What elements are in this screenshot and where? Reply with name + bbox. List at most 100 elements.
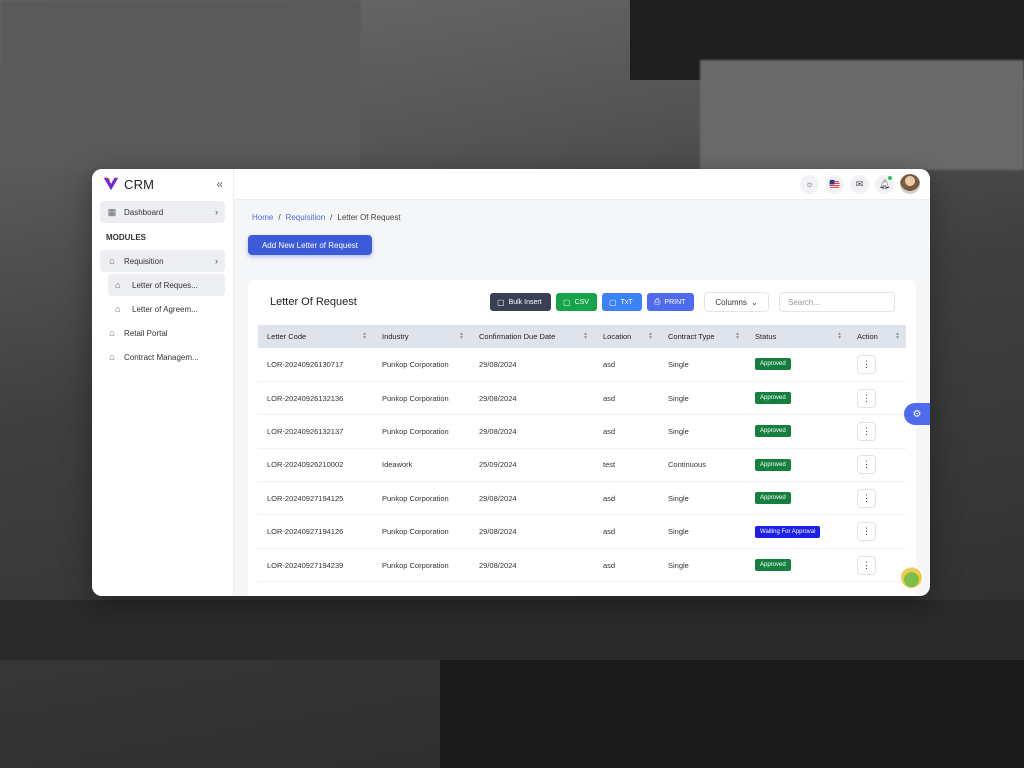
cell-action: ⋮ [848,514,906,549]
chevron-down-icon: ⌄ [750,297,758,307]
settings-fab[interactable]: ⚙ [904,403,930,425]
column-header[interactable]: Industry ▴ ▾ [382,331,463,341]
cell-letter-code: LOR-20240926210002 [258,448,373,483]
status-badge: Approved [755,358,791,371]
top-bar: ☼ ✉ 🔔︎ [234,169,930,200]
more-vertical-icon: ⋮ [862,526,871,537]
breadcrumb-separator: / [330,213,333,222]
add-letter-of-request-button[interactable]: Add New Letter of Request [248,235,372,255]
csv-button[interactable]: ▢ CSV [556,293,597,311]
cell-letter-code: LOR-20240927194125 [258,481,373,516]
cell-status: Approved [746,348,848,382]
cell-status: Waiting For Approval [746,514,848,549]
column-header[interactable]: Action ▴ ▾ [857,331,899,341]
cell-action: ⋮ [848,381,906,416]
us-flag-icon [829,178,840,190]
chat-launcher-avatar[interactable] [899,565,924,590]
table-header-row: Letter Code ▴ ▾ Industry ▴ ▾ Confirmation Du… [258,325,906,348]
columns-dropdown[interactable]: Columns ⌄ [704,292,769,312]
txt-button[interactable]: ▢ TxT [602,293,642,311]
cell-action: ⋮ [848,414,906,449]
search-input[interactable] [779,292,895,312]
breadcrumb-home[interactable]: Home [252,213,274,222]
cell-location: asd [594,514,659,549]
file-icon: ▢ [563,297,571,307]
cell-contract-type: Single [659,348,746,382]
columns-label: Columns [715,297,747,307]
row-actions-button[interactable]: ⋮ [857,455,876,475]
row-actions-button[interactable]: ⋮ [857,522,876,542]
messages-button[interactable]: ✉ [850,174,869,194]
txt-label: TxT [620,298,633,306]
more-vertical-icon: ⋮ [862,358,871,369]
sidebar-item-label: Letter of Reques... [132,280,198,290]
file-icon: ▢ [609,297,617,307]
column-header[interactable]: Letter Code ▴ ▾ [267,331,366,341]
cell-letter-code: LOR-20240926132137 [258,414,373,449]
breadcrumb-requisition[interactable]: Requisition [285,213,326,222]
sidebar-item-label: Requisition [124,256,164,266]
more-vertical-icon: ⋮ [862,459,871,470]
background-shape [440,660,1024,768]
row-actions-button[interactable]: ⋮ [857,421,876,441]
print-button[interactable]: ⎙ PRINT [647,293,694,311]
sidebar-item-label: Letter of Agreem... [132,304,198,314]
table-row: LOR-20240926132136 Punkop Corporation 29… [258,381,906,416]
sidebar-item-retail-portal[interactable]: ⌂ Retail Portal [100,322,225,344]
cell-industry: Punkop Corporation [373,381,470,416]
csv-label: CSV [574,298,589,306]
cell-status: Approved [746,414,848,449]
column-header[interactable]: Contract Type ▴ ▾ [668,331,739,341]
sidebar-item-contract-management[interactable]: ⌂ Contract Managem... [100,346,225,368]
sort-icon: ▴ ▾ [648,331,652,341]
cell-contract-type: Single [659,381,746,416]
sort-icon: ▴ ▾ [362,331,366,341]
cell-due-date: 29/08/2024 [470,414,594,449]
column-header[interactable]: Status ▴ ▾ [755,331,841,341]
bulk-insert-button[interactable]: ▢ Bulk Insert [490,293,551,311]
cell-industry: Punkop Corporation [373,481,470,516]
cell-industry: Punkop Corporation [373,348,470,382]
status-badge: Approved [755,492,791,505]
status-badge: Approved [755,392,791,405]
column-header[interactable]: Location ▴ ▾ [603,331,652,341]
sidebar-item-label: Contract Managem... [124,352,199,362]
printer-icon: ⎙ [654,297,661,306]
language-button[interactable] [825,174,844,194]
print-label: PRINT [664,298,686,306]
breadcrumb: Home / Requisition / Letter Of Request [252,213,401,222]
sidebar-subitem-letter-of-request[interactable]: ⌂ Letter of Reques... [108,274,225,296]
row-actions-button[interactable]: ⋮ [857,354,876,374]
letters-table: Letter Code ▴ ▾ Industry ▴ ▾ Confirmation Du… [258,325,906,583]
notifications-button[interactable]: 🔔︎ [875,174,894,194]
cell-due-date: 29/08/2024 [470,548,594,583]
sort-icon: ▴ ▾ [735,331,739,341]
cell-contract-type: Continuous [659,448,746,483]
collapse-sidebar-icon[interactable]: « [216,177,223,191]
status-badge: Approved [755,559,791,572]
cell-location: asd [594,348,659,382]
sort-icon: ▴ ▾ [895,331,899,341]
sidebar-item-dashboard[interactable]: ▦ Dashboard › [100,201,225,223]
cell-industry: Ideawork [373,448,470,483]
chevron-right-icon: › [215,207,218,217]
sidebar-subitem-letter-of-agreement[interactable]: ⌂ Letter of Agreem... [108,298,225,320]
status-badge: Approved [755,458,791,471]
column-header[interactable]: Confirmation Due Date ▴ ▾ [479,331,587,341]
bell-icon: 🔔︎ [878,178,891,189]
sun-icon: ☼ [805,179,814,189]
sidebar-item-requisition[interactable]: ⌂ Requisition › [100,250,225,272]
cell-status: Approved [746,448,848,483]
cell-contract-type: Single [659,514,746,549]
cell-due-date: 29/08/2024 [470,481,594,516]
letter-of-request-card: Letter Of Request ▢ Bulk Insert ▢ CSV ▢ … [248,280,916,596]
row-actions-button[interactable]: ⋮ [857,488,876,508]
row-actions-button[interactable]: ⋮ [857,555,876,575]
user-avatar[interactable] [900,174,920,194]
bulk-insert-label: Bulk Insert [508,298,542,306]
table-row: LOR-20240926130717 Punkop Corporation 29… [258,348,906,382]
theme-toggle-button[interactable]: ☼ [800,174,819,194]
main-content: Home / Requisition / Letter Of Request A… [234,200,930,596]
building-icon: ⌂ [115,280,121,290]
row-actions-button[interactable]: ⋮ [857,388,876,408]
